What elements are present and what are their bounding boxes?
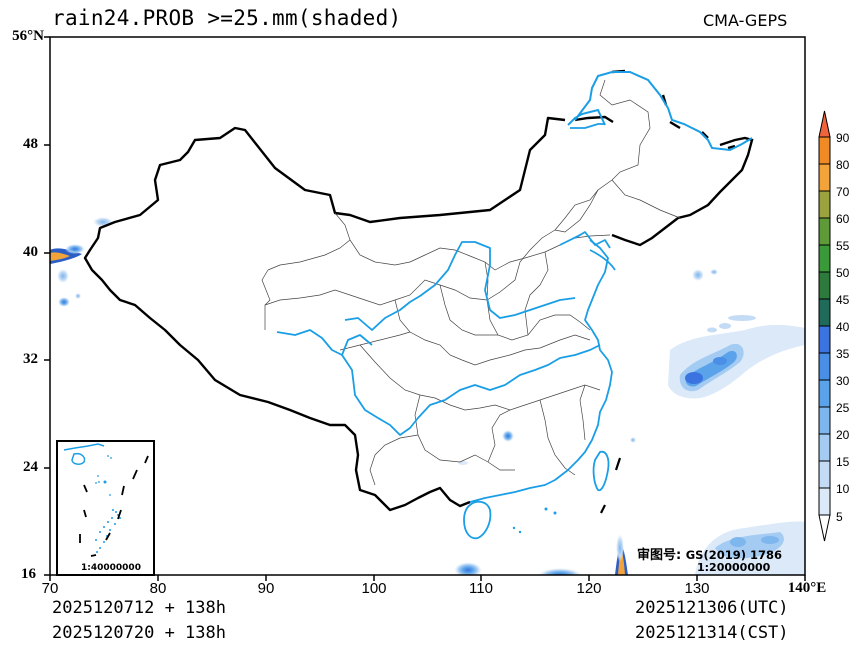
x-tick-label: 100	[361, 580, 387, 597]
colorbar-label: 30	[836, 374, 850, 388]
rivers-coastline	[276, 123, 616, 540]
national-border	[83, 116, 566, 512]
init-time-utc: 2025120712 + 138h	[52, 598, 226, 618]
y-tick-label: 40	[23, 244, 38, 260]
ninedash-segments	[600, 457, 622, 514]
province-borders	[261, 79, 681, 486]
review-label: 审图号:	[637, 548, 682, 563]
colorbar-label: 40	[836, 320, 850, 334]
colorbar-label: 60	[836, 212, 850, 226]
colorbar-label: 20	[836, 428, 850, 442]
colorbar	[818, 110, 831, 542]
y-tick-label: 16	[21, 566, 36, 582]
colorbar-label: 15	[836, 455, 850, 469]
y-axis-ticks	[44, 36, 50, 576]
colorbar-label: 10	[836, 482, 850, 496]
valid-time-utc: 2025121306(UTC)	[635, 598, 789, 618]
valid-time-cst: 2025121314(CST)	[635, 623, 789, 643]
x-tick-label: 120	[576, 580, 602, 597]
colorbar-label: 50	[836, 266, 850, 280]
x-tick-label: 80	[149, 580, 167, 597]
colorbar-label: 25	[836, 401, 850, 415]
init-time-cst: 2025120720 + 138h	[52, 623, 226, 643]
x-tick-label: 90	[257, 580, 275, 597]
colorbar-label: 80	[836, 158, 850, 172]
chart-title: rain24.PROB >=25.mm(shaded)	[52, 6, 402, 30]
colorbar-label: 90	[836, 131, 850, 145]
colorbar-label: 35	[836, 347, 850, 361]
x-axis-ticks	[49, 575, 806, 581]
inset-map-scale: 1:40000000	[81, 563, 141, 573]
map-review-number: 审图号: GS(2019) 1786	[637, 544, 782, 563]
south-sea-dots	[512, 507, 557, 534]
colorbar-label: 5	[836, 510, 843, 524]
model-source-label: CMA-GEPS	[703, 11, 788, 30]
y-tick-label: 48	[23, 136, 38, 152]
x-tick-label: 70	[41, 580, 59, 597]
map-frame	[49, 36, 806, 576]
precip-shading	[50, 217, 805, 575]
colorbar-label: 55	[836, 239, 850, 253]
x-tick-label: 130	[684, 580, 710, 597]
y-tick-label: 56°N	[12, 28, 44, 44]
y-tick-label: 32	[23, 351, 38, 367]
colorbar-label: 70	[836, 185, 850, 199]
south-china-sea-inset	[56, 440, 155, 576]
review-code: GS(2019) 1786	[685, 548, 782, 562]
main-map-scale: 1:20000000	[697, 561, 771, 574]
y-tick-label: 24	[23, 459, 38, 475]
x-tick-label: 140°E	[787, 580, 827, 596]
x-tick-label: 110	[469, 580, 493, 597]
colorbar-label: 45	[836, 293, 850, 307]
